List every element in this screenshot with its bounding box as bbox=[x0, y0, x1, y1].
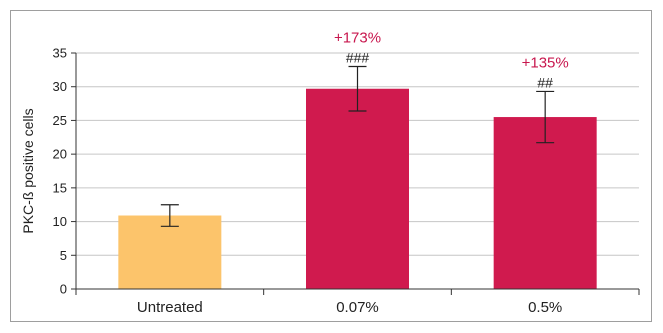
y-tick-label-10: 10 bbox=[53, 214, 67, 229]
bar-chart: PKC-ß positive cells 0 5 10 15 20 25 30 35 Untre… bbox=[20, 29, 640, 316]
y-axis-title: PKC-ß positive cells bbox=[20, 108, 36, 233]
y-tick-label-15: 15 bbox=[53, 180, 67, 195]
labels: PKC-ß positive cells 0 5 10 15 20 25 30 35 Untre… bbox=[20, 29, 569, 316]
bar-2 bbox=[493, 117, 597, 289]
axes bbox=[71, 52, 640, 295]
percent-change-label-2: +135% bbox=[522, 54, 569, 71]
y-tick-label-20: 20 bbox=[53, 147, 67, 162]
y-tick-label-25: 25 bbox=[53, 113, 67, 128]
y-tick-label-0: 0 bbox=[60, 282, 67, 297]
y-tick-label-30: 30 bbox=[53, 79, 67, 94]
x-tick-label-2: 0.5% bbox=[528, 299, 562, 316]
significance-label-1: ### bbox=[346, 49, 370, 65]
y-tick-label-35: 35 bbox=[53, 46, 67, 61]
x-tick-label-0: Untreated bbox=[137, 299, 203, 316]
bars bbox=[118, 65, 597, 289]
chart-frame: PKC-ß positive cells 0 5 10 15 20 25 30 35 Untre… bbox=[10, 10, 652, 322]
x-tick-label-1: 0.07% bbox=[336, 299, 379, 316]
y-tick-label-5: 5 bbox=[60, 248, 67, 263]
bar-1 bbox=[306, 88, 409, 289]
bar-0 bbox=[118, 215, 222, 289]
percent-change-label-1: +173% bbox=[334, 29, 381, 46]
significance-label-2: ## bbox=[537, 74, 553, 90]
